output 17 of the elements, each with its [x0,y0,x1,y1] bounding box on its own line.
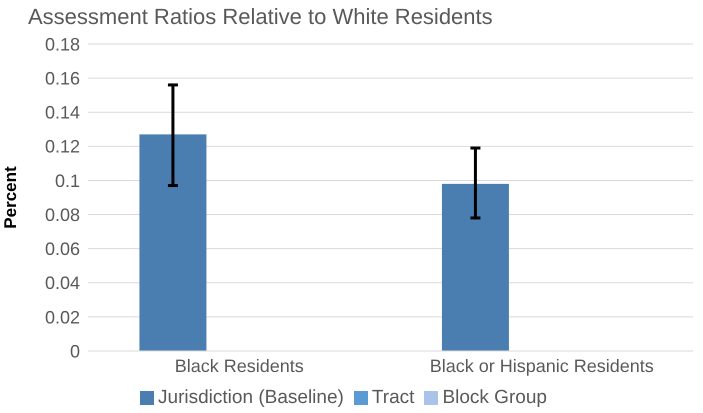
y-tick-label: 0.08 [44,204,80,225]
y-tick-label: 0.1 [54,170,80,191]
legend-label: Jurisdiction (Baseline) [158,387,344,408]
y-axis-title: Percent [1,166,20,229]
y-tick-label: 0.04 [44,273,80,294]
y-tick-label: 0.14 [44,102,80,123]
y-tick-label: 0.12 [44,136,80,157]
y-tick-label: 0 [70,341,80,362]
y-tick-label: 0.06 [44,239,80,260]
x-tick-label: Black or Hispanic Residents [430,356,654,376]
legend-label: Tract [372,387,414,408]
y-tick-label: 0.18 [44,34,80,54]
y-tick-label: 0.02 [44,307,80,328]
chart-title: Assessment Ratios Relative to White Residents [28,4,493,30]
legend-label: Block Group [442,387,547,408]
x-tick-label: Black Residents [174,356,304,376]
y-tick-label: 0.16 [44,68,80,88]
